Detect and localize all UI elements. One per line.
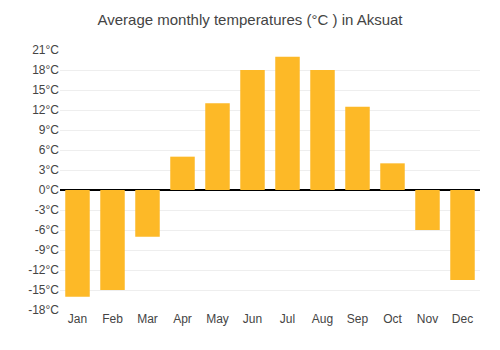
svg-text:Jan: Jan (68, 312, 87, 326)
svg-text:Dec: Dec (452, 312, 473, 326)
svg-text:Average monthly temperatures (: Average monthly temperatures (°C ) in Ak… (97, 11, 403, 28)
svg-text:9°C: 9°C (39, 123, 59, 137)
svg-text:May: May (206, 312, 229, 326)
svg-text:Feb: Feb (102, 312, 123, 326)
svg-text:-3°C: -3°C (35, 203, 59, 217)
svg-text:21°C: 21°C (32, 43, 59, 57)
svg-text:-15°C: -15°C (28, 283, 59, 297)
svg-text:-18°C: -18°C (28, 303, 59, 317)
svg-text:12°C: 12°C (32, 103, 59, 117)
svg-text:-12°C: -12°C (28, 263, 59, 277)
svg-text:Sep: Sep (347, 312, 369, 326)
svg-text:6°C: 6°C (39, 143, 59, 157)
svg-text:Jul: Jul (280, 312, 295, 326)
svg-text:3°C: 3°C (39, 163, 59, 177)
svg-text:Aug: Aug (312, 312, 333, 326)
svg-text:-6°C: -6°C (35, 223, 59, 237)
svg-text:Nov: Nov (417, 312, 438, 326)
svg-text:Mar: Mar (137, 312, 158, 326)
svg-text:-9°C: -9°C (35, 243, 59, 257)
svg-text:Oct: Oct (383, 312, 402, 326)
svg-text:18°C: 18°C (32, 63, 59, 77)
svg-text:Jun: Jun (243, 312, 262, 326)
svg-text:0°C: 0°C (39, 183, 59, 197)
svg-text:15°C: 15°C (32, 83, 59, 97)
svg-text:Apr: Apr (173, 312, 192, 326)
